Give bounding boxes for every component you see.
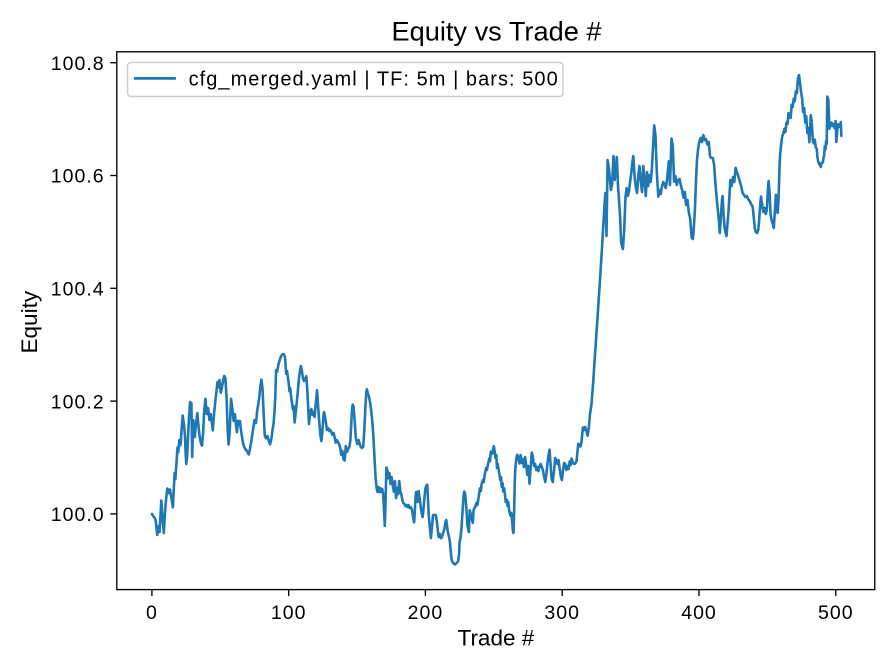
svg-text:100.2: 100.2 xyxy=(51,391,105,413)
svg-text:100: 100 xyxy=(271,602,307,624)
svg-text:100.6: 100.6 xyxy=(51,166,105,188)
svg-text:300: 300 xyxy=(544,602,580,624)
svg-text:Equity vs Trade #: Equity vs Trade # xyxy=(391,16,601,47)
svg-text:400: 400 xyxy=(681,602,717,624)
svg-text:100.4: 100.4 xyxy=(51,279,105,301)
svg-text:100.8: 100.8 xyxy=(51,53,105,75)
svg-text:Equity: Equity xyxy=(17,290,42,353)
svg-text:100.0: 100.0 xyxy=(51,504,105,526)
svg-text:500: 500 xyxy=(818,602,854,624)
svg-text:Trade #: Trade # xyxy=(458,626,535,651)
svg-text:0: 0 xyxy=(146,602,158,624)
svg-text:200: 200 xyxy=(408,602,444,624)
svg-text:cfg_merged.yaml | TF: 5m | bar: cfg_merged.yaml | TF: 5m | bars: 500 xyxy=(189,69,559,91)
